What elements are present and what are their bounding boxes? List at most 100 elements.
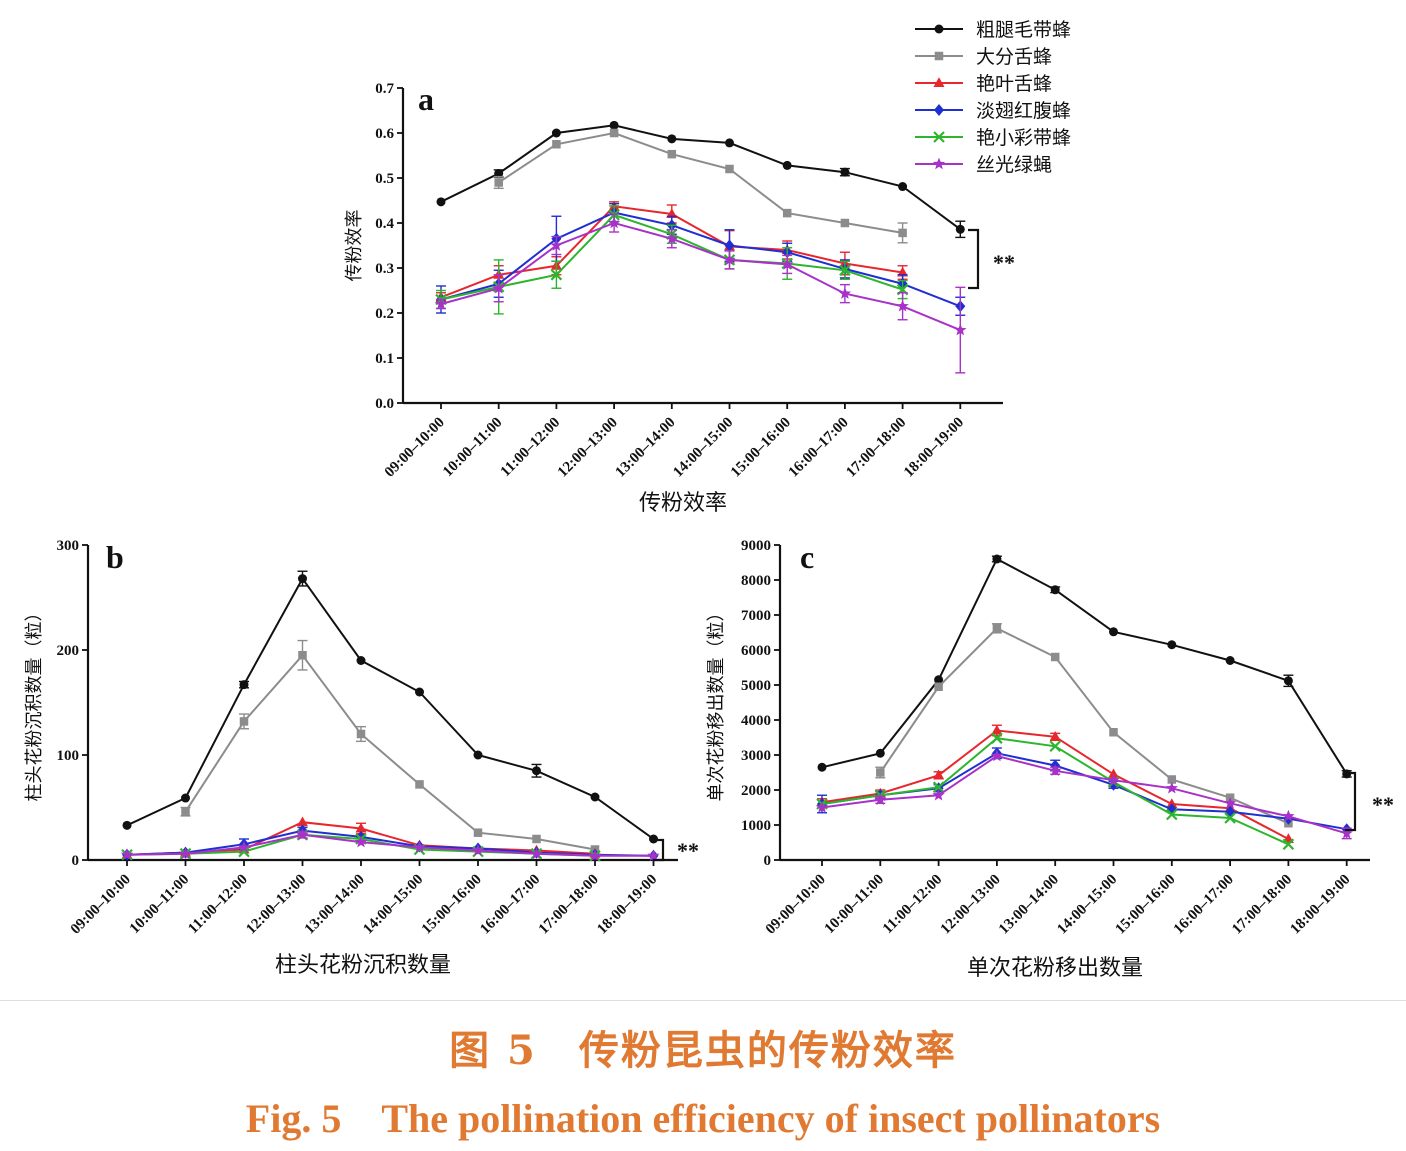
data-point	[1225, 656, 1235, 665]
data-point	[1050, 652, 1060, 662]
series-line	[184, 653, 596, 851]
figure: 0.0 0.1 0.2 0.3 0.4 0.5 0.6 0.7 09:00–10:00 10:00…	[24, 19, 1394, 980]
y-tick-label: 0	[764, 853, 772, 869]
panel-letter: b	[106, 539, 124, 575]
y-tick-label: 200	[57, 643, 80, 659]
data-point	[1282, 838, 1295, 851]
series-粗腿毛带蜂	[122, 570, 658, 844]
data-point	[1167, 775, 1177, 784]
series-丝光绿蝇	[815, 749, 1353, 840]
data-point	[530, 847, 543, 859]
data-point	[955, 224, 965, 234]
x-tick-label: 17:00–18:00	[536, 872, 602, 938]
data-point	[1109, 627, 1118, 637]
data-point	[665, 232, 678, 244]
data-point	[932, 781, 945, 793]
data-point	[990, 749, 1004, 762]
data-point	[588, 849, 602, 862]
data-point	[473, 750, 483, 760]
data-point	[667, 149, 677, 159]
data-point	[296, 828, 309, 841]
x-tick-label: 14:00–15:00	[360, 872, 426, 938]
data-point	[471, 844, 485, 856]
data-point	[876, 768, 885, 777]
series-line	[440, 124, 961, 231]
data-point	[550, 268, 563, 281]
y-tick-label: 8000	[741, 573, 771, 589]
significance-bracket: **	[653, 838, 699, 863]
series-line	[440, 211, 961, 308]
y-axis-label: 柱头花粉沉积数量（粒）	[24, 604, 44, 802]
data-point	[356, 729, 366, 739]
series-line	[821, 557, 1348, 775]
y-tick-label: 0.5	[375, 171, 394, 187]
legend-label: 淡翅红腹蜂	[976, 100, 1071, 122]
data-point	[724, 239, 735, 252]
legend-item: 淡翅红腹蜂	[915, 100, 1071, 122]
data-point	[494, 178, 503, 187]
x-tick-label: 15:00–16:00	[728, 415, 794, 481]
data-point	[355, 822, 367, 833]
data-point	[839, 264, 851, 277]
y-tick-label: 2000	[741, 783, 771, 799]
x-tick-label: 14:00–15:00	[1054, 872, 1120, 938]
data-point	[607, 216, 621, 229]
x-tick-label: 09:00–10:00	[68, 872, 134, 938]
x-tick-label: 16:00–17:00	[786, 415, 852, 481]
data-point	[781, 257, 794, 270]
y-tick-label: 0.3	[375, 261, 394, 277]
data-point	[647, 849, 660, 862]
data-point	[494, 169, 504, 178]
data-point	[436, 197, 446, 207]
data-point	[838, 287, 852, 299]
data-point	[415, 687, 424, 697]
data-point	[1224, 812, 1236, 824]
x-tick-label: 16:00–17:00	[1171, 872, 1237, 938]
data-point	[1282, 809, 1295, 822]
data-point	[1049, 740, 1061, 753]
legend-item: 艳叶舌蜂	[915, 73, 1052, 95]
data-point	[1108, 768, 1119, 779]
data-point	[298, 574, 307, 584]
data-point	[991, 732, 1003, 744]
legend-item: 大分舌蜂	[915, 46, 1052, 68]
data-point	[181, 807, 190, 816]
y-tick-label: 0.4	[375, 216, 394, 232]
data-point	[298, 651, 307, 660]
x-tick-label: 10:00–11:00	[822, 872, 888, 938]
legend-marker	[932, 157, 946, 170]
x-tick-label: 17:00–18:00	[1229, 872, 1295, 938]
legend-label: 粗腿毛带蜂	[976, 19, 1071, 41]
legend-marker	[934, 51, 944, 61]
x-tick-label: 18:00–19:00	[901, 415, 967, 481]
figure-caption-cn: 图 5 传粉昆虫的传粉效率	[449, 1027, 957, 1074]
y-tick-label: 300	[57, 538, 80, 554]
y-tick-label: 3000	[741, 748, 771, 764]
data-point	[532, 834, 541, 844]
data-point	[590, 792, 600, 802]
y-tick-label: 0.1	[375, 351, 394, 367]
bracket-line	[1345, 771, 1357, 832]
data-point	[354, 835, 368, 848]
y-axis-label: 传粉效率	[344, 210, 364, 282]
significance-label: **	[1372, 792, 1394, 817]
x-tick-label: 13:00–14:00	[996, 872, 1062, 938]
x-tick-label: 13:00–14:00	[613, 415, 679, 481]
data-point	[297, 816, 308, 827]
legend-label: 艳叶舌蜂	[976, 73, 1052, 95]
y-tick-label: 100	[57, 748, 80, 764]
data-point	[237, 840, 251, 853]
series-淡翅红腹蜂	[817, 747, 1352, 836]
significance-bracket: **	[1345, 771, 1394, 832]
y-tick-label: 1000	[741, 818, 771, 834]
data-point	[415, 780, 424, 789]
data-point	[932, 788, 945, 801]
data-point	[550, 239, 563, 251]
data-point	[723, 253, 736, 266]
x-tick-label: 15:00–16:00	[1113, 872, 1179, 938]
data-point	[473, 828, 483, 837]
data-point	[815, 801, 829, 813]
data-point	[874, 793, 887, 806]
data-point	[1166, 808, 1178, 821]
x-tick-label: 10:00–11:00	[440, 415, 506, 481]
